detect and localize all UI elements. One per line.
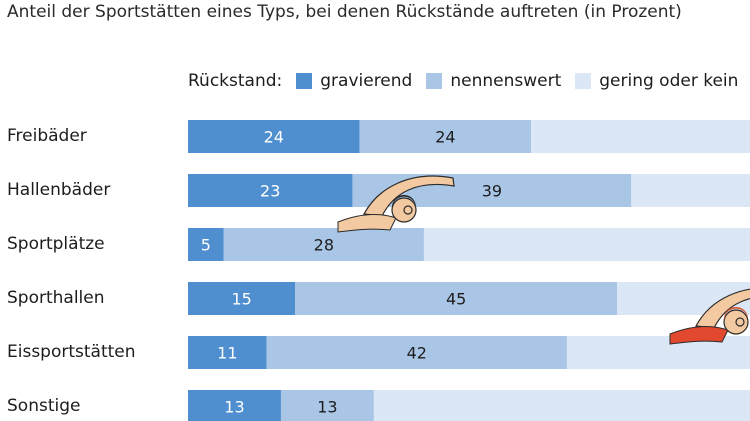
value-label-gravierend-sporthallen: 15 [231, 290, 251, 309]
swimmer-icon [669, 288, 750, 345]
value-label-gravierend-sonstige: 13 [224, 398, 244, 417]
legend-label: gering oder kein [599, 71, 739, 91]
bar-gravierend-freib-der [188, 120, 360, 153]
value-label-nennenswert-freib-der: 24 [435, 128, 455, 147]
category-label-sporthallen: Sporthallen [7, 288, 105, 308]
category-label-sportpl-tze: Sportplätze [7, 234, 105, 254]
category-label-sonstige: Sonstige [7, 396, 80, 416]
chart-subtitle: Anteil der Sportstätten eines Typs, bei … [7, 2, 682, 22]
value-label-nennenswert-eissportst-tten: 42 [407, 344, 427, 363]
bar-gravierend-sporthallen [188, 282, 296, 315]
legend-label: nennenswert [450, 71, 562, 91]
value-label-nennenswert-sportpl-tze: 28 [314, 236, 334, 255]
legend-item-gering: gering oder kein [575, 71, 738, 91]
legend-label: gravierend [320, 71, 413, 91]
category-label-hallenb-der: Hallenbäder [7, 180, 110, 200]
bar-nennenswert-eissportst-tten [266, 336, 567, 369]
value-label-nennenswert-hallenb-der: 39 [482, 182, 502, 201]
category-label-freib-der: Freibäder [7, 126, 87, 146]
legend-swatch [426, 73, 443, 89]
bar-gravierend-eissportst-tten [188, 336, 267, 369]
bar-gering-oder-kein-sonstige [373, 390, 750, 421]
category-label-eissportst-tten: Eissportstätten [7, 342, 136, 362]
legend-title: Rückstand: [188, 71, 283, 91]
bar-gering-oder-kein-sportpl-tze [423, 228, 750, 261]
bar-gravierend-hallenb-der [188, 174, 353, 207]
value-label-gravierend-eissportst-tten: 11 [217, 344, 237, 363]
swimmer-icon [337, 175, 455, 233]
legend-swatch [575, 73, 592, 89]
bar-gravierend-sportpl-tze [188, 228, 224, 261]
value-label-gravierend-sportpl-tze: 5 [201, 236, 211, 255]
legend-swatch [296, 73, 313, 89]
bar-nennenswert-sporthallen [295, 282, 617, 315]
legend-item-gravierend: gravierend [296, 71, 412, 91]
value-label-nennenswert-sporthallen: 45 [446, 290, 466, 309]
value-label-gravierend-hallenb-der: 23 [260, 182, 280, 201]
bar-gravierend-sonstige [188, 390, 281, 421]
bar-nennenswert-sportpl-tze [223, 228, 424, 261]
bar-nennenswert-freib-der [359, 120, 532, 153]
bar-gering-oder-kein-freib-der [531, 120, 750, 153]
value-label-gravierend-freib-der: 24 [264, 128, 284, 147]
legend-item-nennenswert: nennenswert [426, 71, 561, 91]
value-label-nennenswert-sonstige: 13 [317, 398, 337, 417]
bar-gering-oder-kein-hallenb-der [631, 174, 750, 207]
bar-nennenswert-sonstige [280, 390, 374, 421]
legend: Rückstand: gravierend nennenswert gering… [188, 70, 750, 92]
